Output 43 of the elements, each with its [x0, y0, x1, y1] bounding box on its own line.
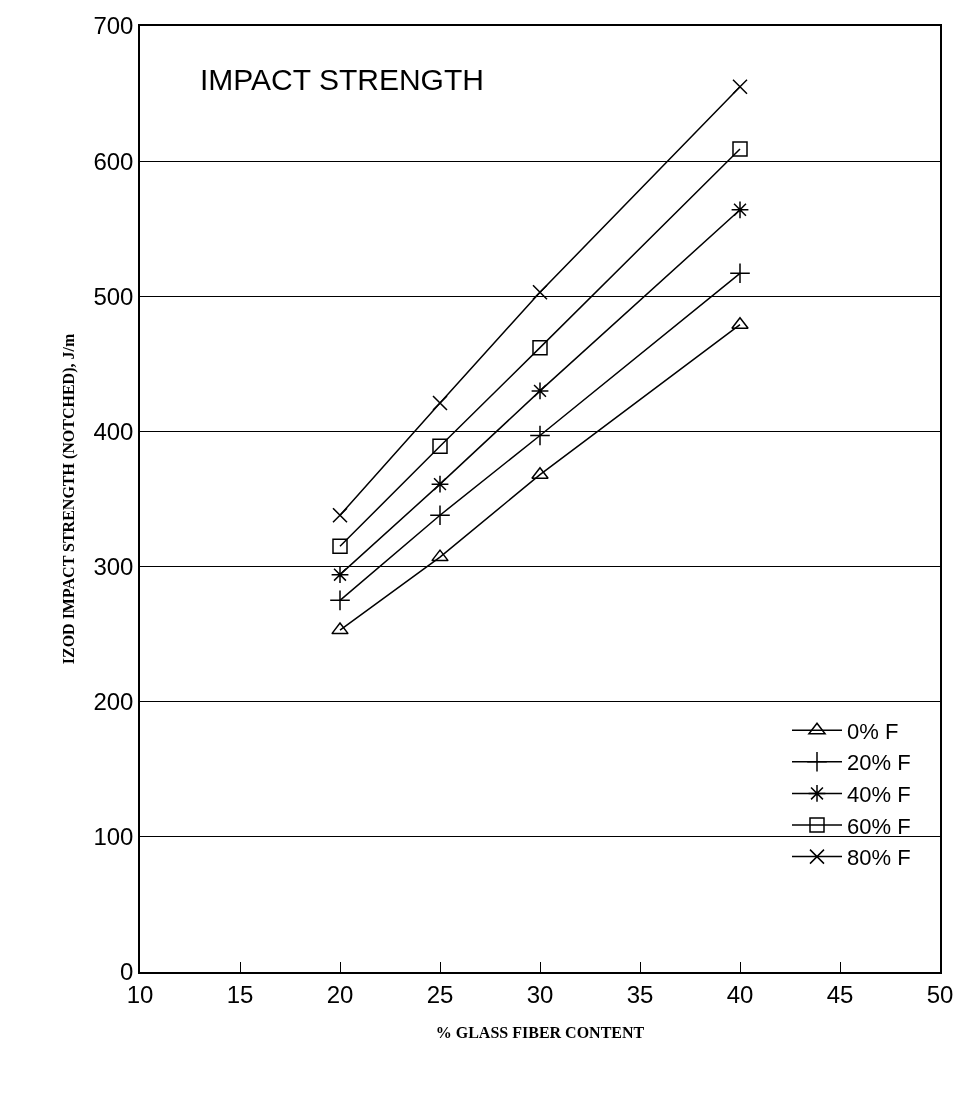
point: [732, 79, 748, 95]
point: [531, 466, 549, 479]
x-tick-label: 45: [826, 980, 854, 1008]
y-tick-label: 200: [93, 688, 134, 716]
point: [332, 538, 348, 555]
y-tick-label: 400: [93, 417, 134, 445]
x-tick-label: 50: [926, 980, 954, 1008]
legend-label: 40% F: [847, 781, 911, 807]
x-axis-title: % GLASS FIBER CONTENT: [435, 1023, 645, 1041]
point: [331, 622, 349, 635]
y-tick-label: 600: [93, 147, 134, 175]
point: [431, 549, 449, 562]
y-axis-title: IZOD IMPACT STRENGTH (NOTCHED), J/m: [59, 333, 78, 665]
x-tick-label: 25: [426, 980, 454, 1008]
point: [530, 381, 550, 401]
x-tick-label: 30: [526, 980, 554, 1008]
point: [432, 395, 448, 411]
point: [329, 589, 351, 611]
x-tick-label: 15: [226, 980, 254, 1008]
y-tick-label: 300: [93, 552, 134, 580]
point: [330, 565, 350, 584]
point: [532, 284, 548, 300]
point: [430, 474, 450, 494]
legend-label: 0% F: [847, 718, 899, 744]
point: [731, 316, 749, 329]
point: [732, 141, 748, 157]
legend-label: 80% F: [847, 845, 911, 871]
y-tick-label: 500: [93, 282, 134, 310]
legend-label: 20% F: [847, 750, 911, 776]
point: [532, 339, 548, 356]
point: [332, 507, 348, 523]
legend-label: 60% F: [847, 813, 911, 839]
text: IMPACT STRENGTH: [200, 62, 484, 96]
point: [729, 262, 751, 284]
point: [730, 200, 750, 219]
point: [429, 504, 451, 526]
x-tick-label: 20: [326, 980, 354, 1008]
point: [529, 424, 551, 447]
point: [432, 438, 448, 455]
x-tick-label: 35: [626, 980, 654, 1008]
x-tick-label: 40: [726, 980, 754, 1008]
y-tick-label: 700: [93, 12, 134, 40]
y-tick-label: 100: [93, 823, 134, 851]
